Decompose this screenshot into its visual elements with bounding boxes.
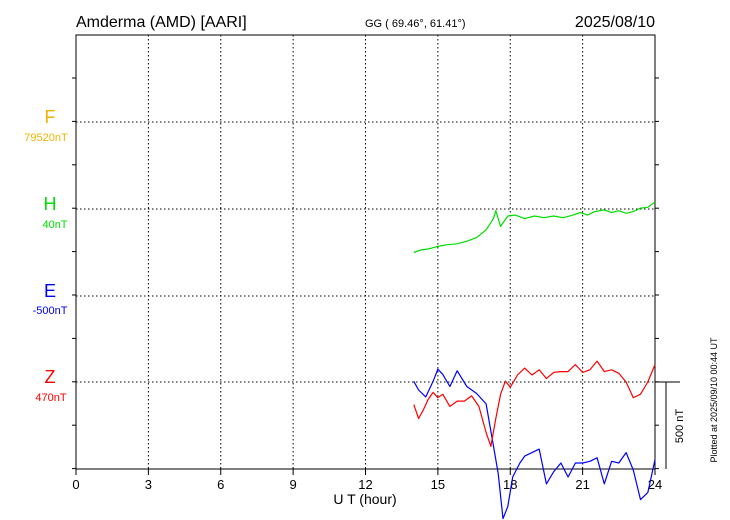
x-tick-label: 15: [431, 477, 445, 492]
data-lines: [413, 201, 656, 520]
series-baseline-e: -500nT: [33, 305, 68, 317]
x-axis: 0 3 6 9 12 15 18 21 24: [72, 77, 662, 492]
series-label-e: E: [44, 281, 56, 301]
x-tick-label: 3: [145, 477, 152, 492]
station-title: Amderma (AMD) [AARI]: [76, 14, 247, 31]
x-tick-label: 18: [503, 477, 517, 492]
station-coords: GG ( 69.46°, 61.41°): [365, 18, 466, 30]
series-line-z: [413, 360, 656, 447]
scale-bar: 500 nT: [655, 381, 686, 469]
x-tick-label: 21: [575, 477, 589, 492]
grid: [76, 35, 655, 469]
series-label-f: F: [45, 107, 56, 127]
series-line-h: [413, 201, 656, 254]
series-baseline-f: 79520nT: [24, 132, 68, 144]
x-tick-label: 0: [72, 477, 79, 492]
x-axis-label: U T (hour): [333, 491, 396, 507]
x-tick-label: 9: [290, 477, 297, 492]
series-label-z: Z: [45, 367, 56, 387]
x-tick-label: 24: [648, 477, 662, 492]
x-tick-label: 6: [217, 477, 224, 492]
series-line-e: [413, 368, 656, 520]
scale-label: 500 nT: [674, 409, 686, 444]
x-tick-label: 12: [358, 477, 372, 492]
series-label-h: H: [44, 194, 57, 214]
plotted-timestamp: Plotted at 2025/09/10 00:44 UT: [709, 337, 719, 463]
series-baseline-z: 470nT: [35, 392, 66, 404]
series-baseline-h: 40nT: [42, 219, 67, 231]
date-label: 2025/08/10: [575, 14, 655, 31]
